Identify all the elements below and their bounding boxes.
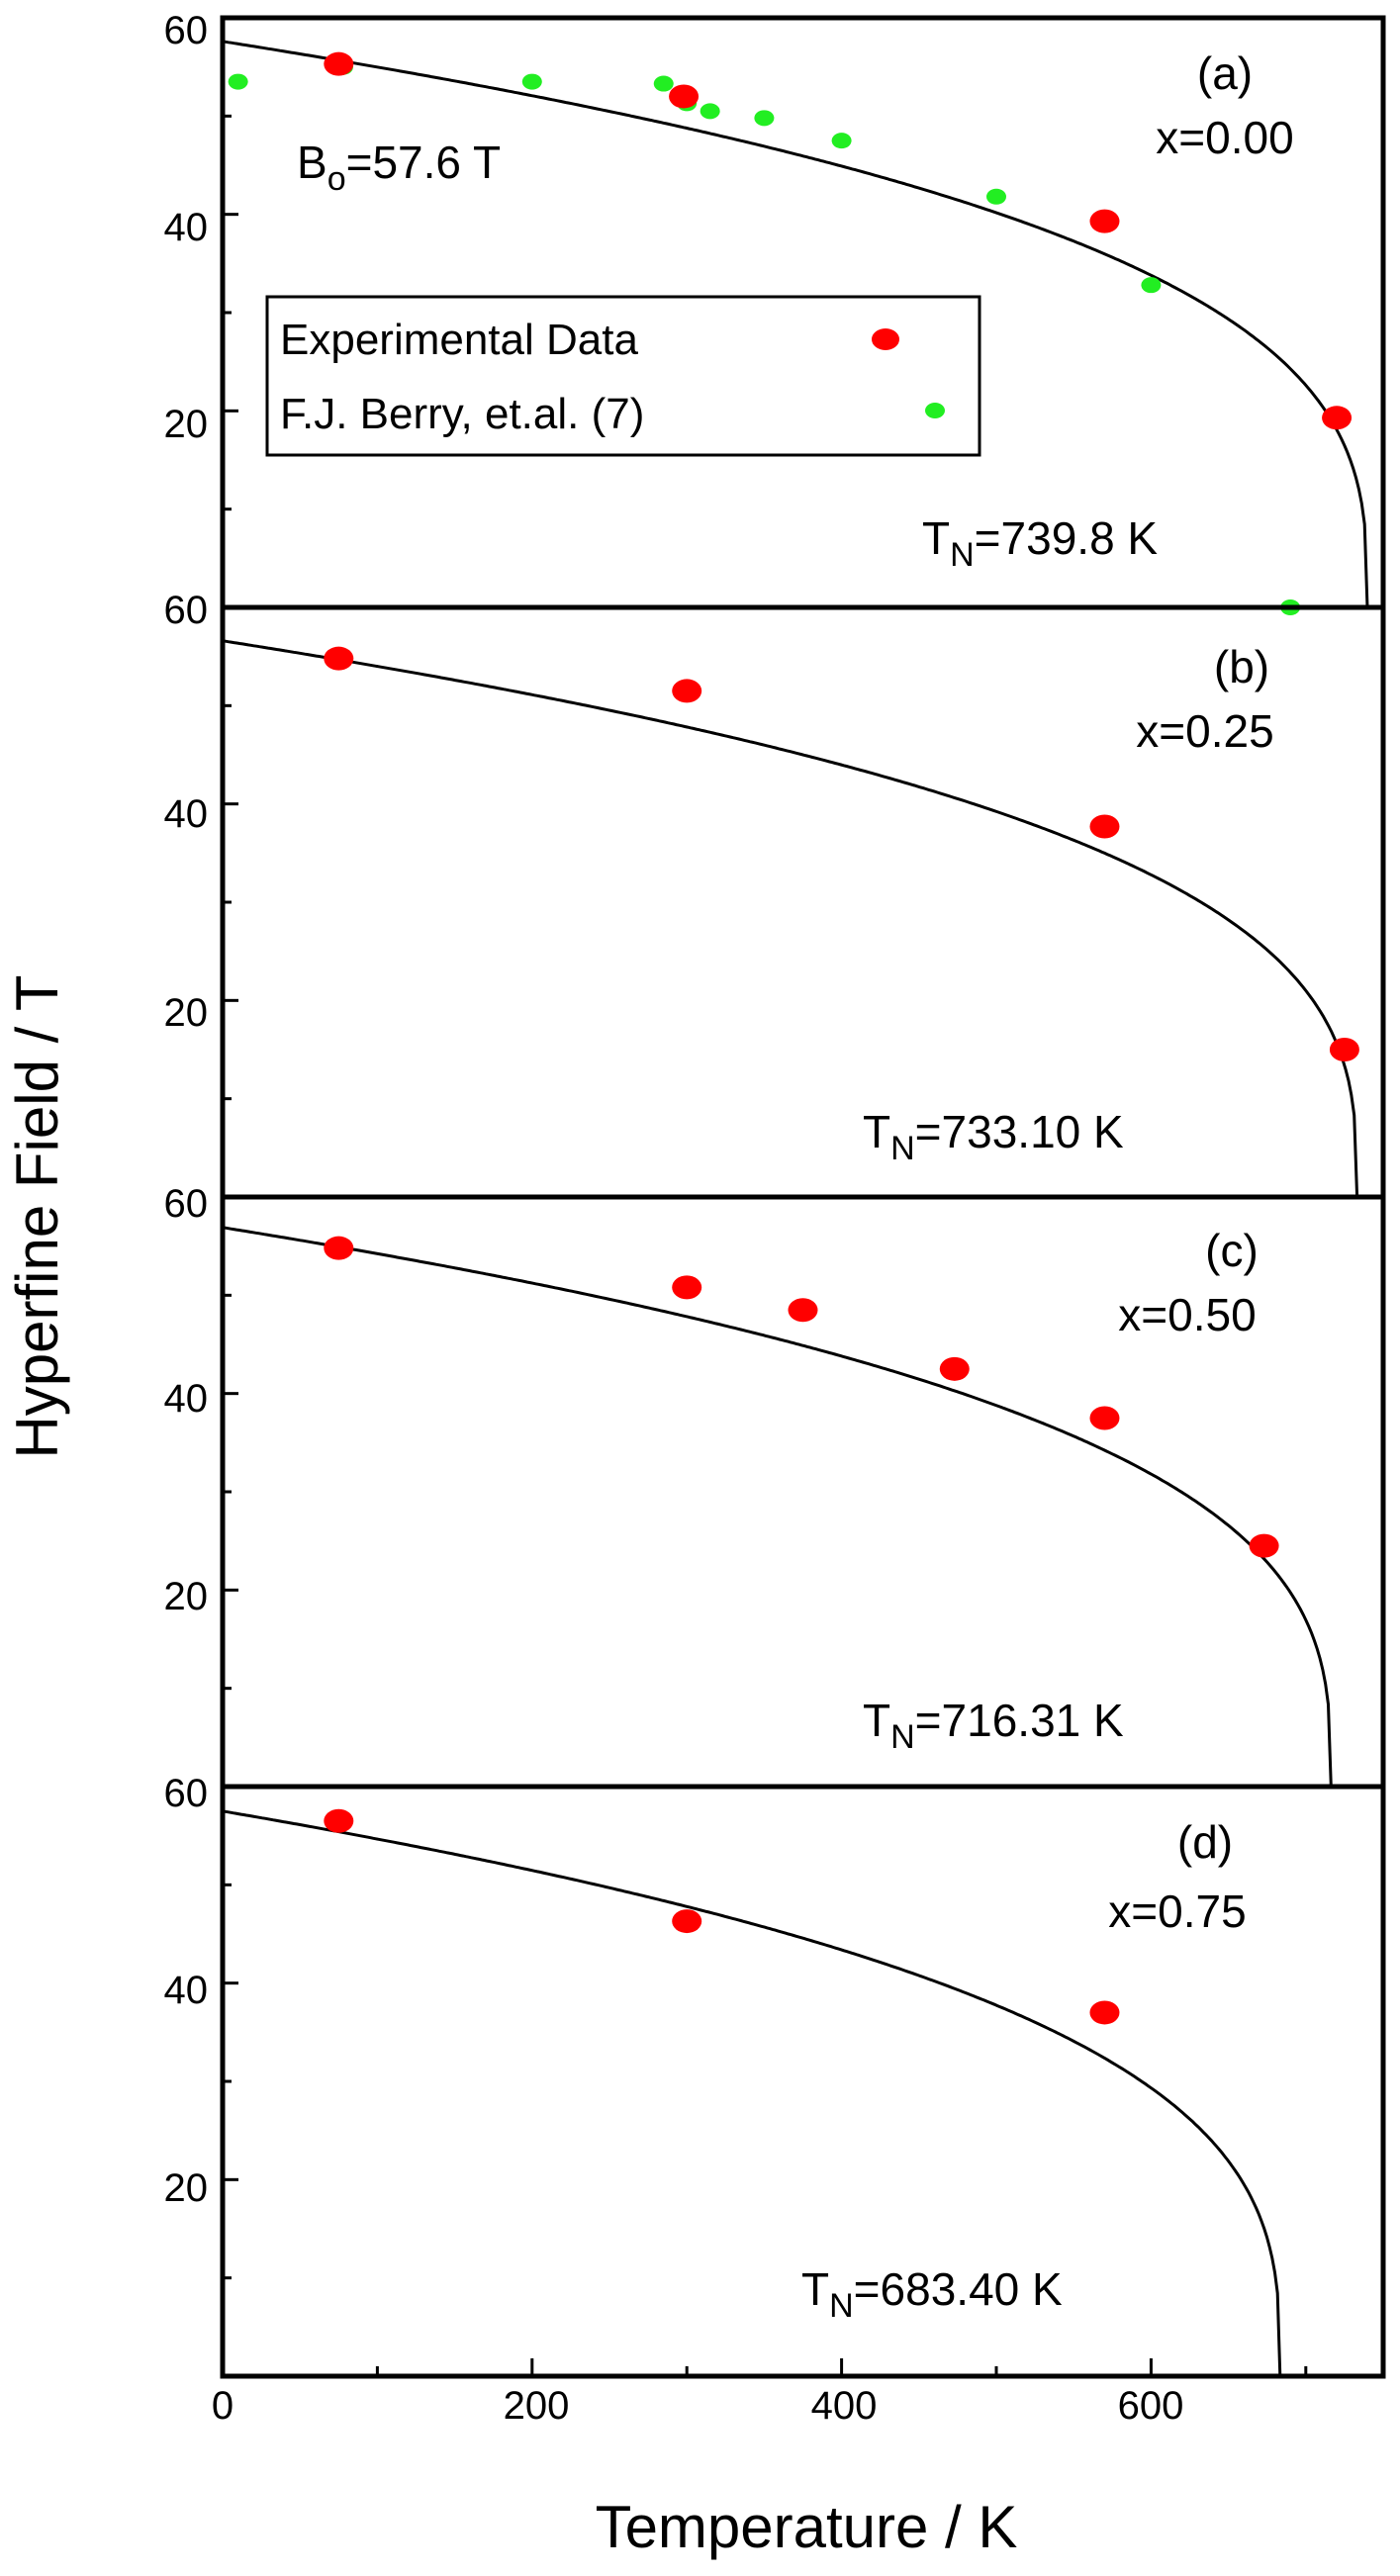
legend-box	[265, 295, 981, 457]
y-axis-title: Hyperfine Field / T	[4, 974, 70, 1458]
tn-value: =683.40 K	[854, 2263, 1063, 2315]
experimental-data-point	[1089, 209, 1120, 233]
legend-entry-experimental: Experimental Data	[280, 316, 638, 364]
tn-subscript: N	[950, 536, 975, 574]
y-tick-label: 60	[164, 9, 209, 52]
experimental-data-point	[1089, 814, 1120, 839]
panel-a-composition: x=0.00	[1156, 112, 1293, 163]
y-tick-label: 40	[164, 792, 209, 836]
panel-c: 60 40 20 (c) x=0.50 TN=716.31 K	[164, 1182, 1386, 1790]
experimental-data-point	[669, 84, 700, 109]
x-tick-label: 600	[1118, 2384, 1184, 2428]
experimental-data-point	[324, 1236, 354, 1260]
legend: Experimental Data F.J. Berry, et.al. (7)	[265, 295, 981, 457]
panel-c-composition: x=0.50	[1118, 1289, 1256, 1340]
tn-symbol: T	[922, 512, 950, 564]
b0-subscript: o	[327, 160, 346, 198]
berry-data-point	[831, 133, 852, 149]
tn-value: =733.10 K	[915, 1106, 1124, 1157]
experimental-data-point	[324, 646, 354, 671]
experimental-data-point	[1249, 1533, 1279, 1558]
experimental-data-point	[1089, 2000, 1120, 2025]
fit-curve-line	[222, 1226, 1333, 1788]
y-tick-label: 40	[164, 206, 209, 249]
panel-a: 60 40 20 (a) x=0.00 Bo=57.6 T TN=739.8 K…	[164, 9, 1386, 615]
panel-d-experimental-points	[324, 1808, 1120, 2025]
fit-curve-line	[222, 639, 1359, 1198]
experimental-data-point	[672, 1909, 702, 1934]
panel-b-experimental-points	[324, 646, 1359, 1061]
y-tick-label: 20	[164, 403, 209, 446]
panel-c-experimental-points	[324, 1236, 1279, 1558]
experimental-data-point	[1329, 1038, 1359, 1061]
experimental-data-point	[324, 1808, 354, 1833]
tn-subscript: N	[890, 1718, 915, 1756]
y-tick-label: 40	[164, 1969, 209, 2012]
panel-c-label: (c)	[1205, 1225, 1259, 1276]
tn-symbol: T	[801, 2263, 829, 2315]
panel-a-tn-annotation: TN=739.8 K	[922, 512, 1158, 574]
panel-d-tn-annotation: TN=683.40 K	[801, 2263, 1063, 2325]
panel-a-fit-curve	[222, 40, 1369, 608]
experimental-data-point	[324, 51, 354, 76]
panel-d-fit-curve	[222, 1809, 1282, 2377]
panel-b-fit-curve	[222, 639, 1359, 1198]
berry-data-point	[1141, 277, 1162, 294]
x-tick-label: 400	[811, 2384, 878, 2428]
y-tick-label: 20	[164, 1575, 209, 1618]
y-tick-label: 60	[164, 589, 209, 632]
panel-c-fit-curve	[222, 1226, 1333, 1788]
legend-marker-experimental	[872, 328, 899, 350]
berry-data-point	[521, 73, 542, 90]
panel-b-composition: x=0.25	[1136, 705, 1273, 757]
experimental-data-point	[672, 1275, 702, 1300]
panel-b: 60 40 20 (b) x=0.25 TN=733.10 K	[164, 589, 1386, 1200]
panel-b-frame	[220, 604, 1386, 1200]
tn-symbol: T	[863, 1695, 890, 1746]
tn-value: =716.31 K	[915, 1695, 1124, 1746]
panel-a-label: (a)	[1197, 47, 1253, 99]
panel-b-tn-annotation: TN=733.10 K	[863, 1106, 1124, 1167]
panel-d-composition: x=0.75	[1108, 1886, 1246, 1937]
fit-curve-line	[222, 40, 1369, 608]
y-tick-label: 60	[164, 1772, 209, 1815]
experimental-data-point	[788, 1298, 818, 1323]
panel-d-label: (d)	[1177, 1816, 1233, 1868]
b0-symbol: B	[297, 137, 327, 188]
experimental-data-point	[939, 1356, 970, 1381]
panel-d: 60 40 20 (d) x=0.75 TN=683.40 K	[164, 1772, 1386, 2379]
experimental-data-point	[672, 679, 702, 703]
y-tick-label: 20	[164, 991, 209, 1035]
tn-symbol: T	[863, 1106, 890, 1157]
panel-a-b0-annotation: Bo=57.6 T	[297, 137, 501, 198]
axis-ticks	[223, 114, 1308, 2376]
legend-marker-berry	[925, 403, 945, 418]
x-axis-title: Temperature / K	[596, 2494, 1018, 2560]
x-tick-label: 0	[212, 2384, 233, 2428]
tn-value: =739.8 K	[975, 512, 1159, 564]
experimental-data-point	[1089, 1406, 1120, 1430]
tn-subscript: N	[829, 2287, 854, 2325]
x-tick-labels: 0 200 400 600	[212, 2384, 1184, 2428]
panel-c-frame	[220, 1194, 1386, 1790]
y-tick-label: 60	[164, 1182, 209, 1226]
y-tick-label: 20	[164, 2166, 209, 2210]
fit-curve-line	[222, 1809, 1282, 2377]
y-tick-label: 40	[164, 1377, 209, 1421]
berry-data-point	[653, 75, 674, 92]
panel-c-tn-annotation: TN=716.31 K	[863, 1695, 1124, 1756]
b0-value: =57.6 T	[346, 137, 501, 188]
x-tick-label: 200	[504, 2384, 570, 2428]
legend-entry-berry: F.J. Berry, et.al. (7)	[280, 390, 644, 438]
panel-a-experimental-points	[324, 51, 1353, 430]
berry-data-point	[986, 188, 1006, 205]
experimental-data-point	[1322, 406, 1353, 430]
panel-b-label: (b)	[1214, 641, 1269, 692]
berry-data-point	[700, 103, 720, 120]
berry-data-point	[228, 73, 248, 90]
berry-data-point	[754, 110, 775, 127]
tn-subscript: N	[890, 1130, 915, 1167]
